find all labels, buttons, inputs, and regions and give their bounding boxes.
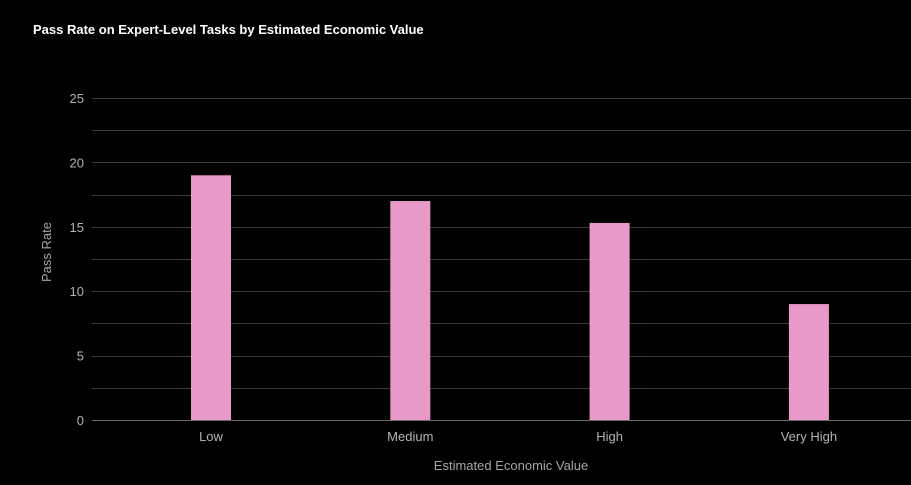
- y-axis-ticks: 0 5 10 15 20 25: [70, 91, 84, 428]
- chart-title: Pass Rate on Expert-Level Tasks by Estim…: [33, 22, 424, 37]
- y-axis-label: Pass Rate: [39, 222, 54, 282]
- x-tick-label: Very High: [781, 429, 837, 444]
- grid-lines: [92, 98, 911, 421]
- x-axis-label: Estimated Economic Value: [434, 458, 588, 473]
- x-axis-ticks: Low Medium High Very High: [199, 429, 837, 444]
- x-tick-label: High: [596, 429, 623, 444]
- y-tick-label: 20: [70, 155, 84, 170]
- y-tick-label: 0: [77, 413, 84, 428]
- x-tick-label: Low: [199, 429, 223, 444]
- y-tick-label: 5: [77, 349, 84, 364]
- y-tick-label: 25: [70, 91, 84, 106]
- bar-medium: [390, 201, 431, 420]
- bar-low: [191, 175, 231, 420]
- x-tick-label: Medium: [387, 429, 433, 444]
- bar-very-high: [788, 304, 829, 420]
- bar-high: [589, 222, 630, 420]
- y-tick-label: 15: [70, 220, 84, 235]
- bars: [191, 175, 829, 420]
- y-tick-label: 10: [70, 284, 84, 299]
